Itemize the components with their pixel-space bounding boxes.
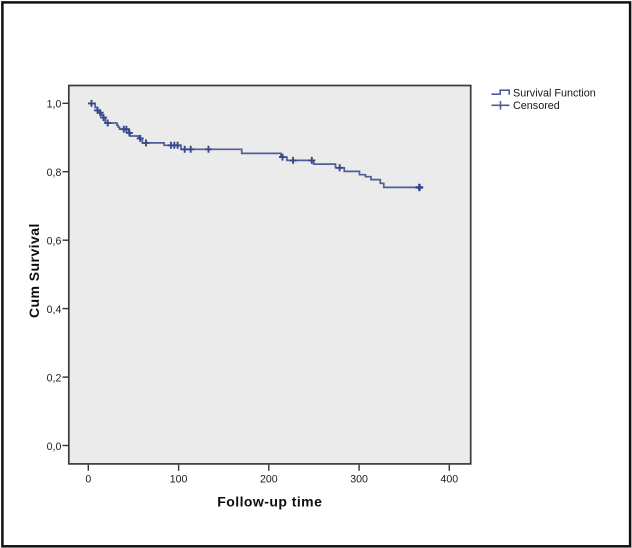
svg-text:0: 0: [85, 473, 91, 485]
svg-text:Survival Function: Survival Function: [513, 87, 596, 99]
svg-text:0,8: 0,8: [47, 167, 62, 179]
svg-text:100: 100: [170, 473, 188, 485]
svg-text:0,4: 0,4: [47, 304, 62, 316]
svg-text:0,6: 0,6: [47, 236, 62, 248]
svg-text:1,0: 1,0: [47, 99, 62, 111]
svg-text:Censored: Censored: [513, 100, 560, 112]
svg-text:Follow-up time: Follow-up time: [217, 493, 322, 509]
svg-text:Cum Survival: Cum Survival: [26, 223, 42, 318]
svg-text:0,0: 0,0: [47, 441, 62, 453]
svg-text:0,2: 0,2: [47, 372, 62, 384]
svg-text:400: 400: [440, 473, 458, 485]
svg-text:200: 200: [260, 473, 278, 485]
svg-text:300: 300: [350, 473, 368, 485]
